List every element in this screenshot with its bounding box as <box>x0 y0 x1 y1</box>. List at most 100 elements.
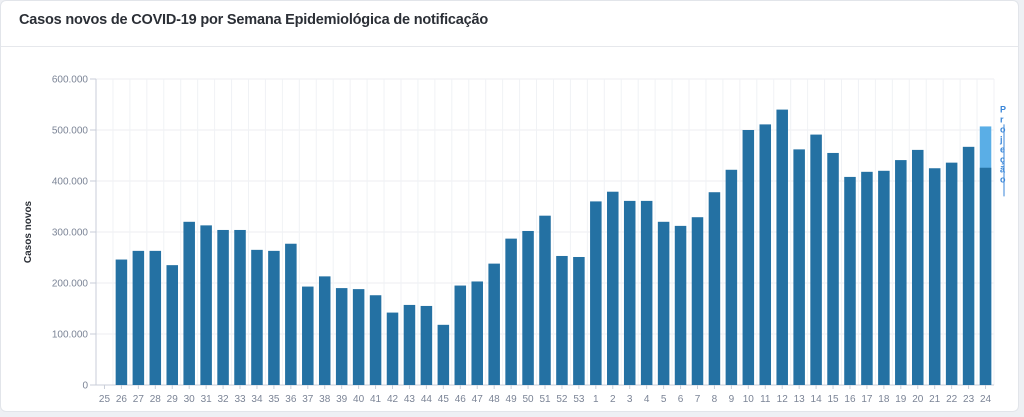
x-tick-label: 46 <box>455 394 467 405</box>
x-tick-label: 17 <box>861 394 873 405</box>
bar <box>437 324 450 385</box>
bar <box>403 304 416 385</box>
bar <box>810 134 822 385</box>
bar <box>234 229 246 385</box>
y-tick-label: 500.000 <box>52 126 89 137</box>
x-tick-label: 15 <box>827 394 839 405</box>
x-tick-label: 14 <box>811 394 823 405</box>
x-tick-label: 12 <box>777 394 789 405</box>
bar <box>928 168 941 385</box>
x-tick-label: 11 <box>760 394 771 405</box>
bar <box>166 265 179 385</box>
x-tick-label: 40 <box>353 394 365 405</box>
bar <box>640 200 653 385</box>
y-tick-label: 100.000 <box>52 330 89 341</box>
bar <box>725 169 738 385</box>
x-tick-label: 18 <box>878 394 890 405</box>
bar <box>132 250 145 385</box>
projection-label-letter: j <box>999 134 1003 144</box>
x-tick-label: 29 <box>167 394 179 405</box>
bar <box>590 201 602 385</box>
x-tick-label: 49 <box>506 394 518 405</box>
x-tick-label: 20 <box>912 394 924 405</box>
x-tick-label: 48 <box>489 394 501 405</box>
x-tick-label: 25 <box>99 394 111 405</box>
projection-label-letter: r <box>1000 114 1004 124</box>
bar <box>962 146 975 385</box>
bar <box>149 250 162 385</box>
bar <box>623 200 636 385</box>
x-tick-label: 3 <box>627 394 633 405</box>
bar <box>302 286 314 385</box>
x-tick-label: 27 <box>133 394 145 405</box>
x-tick-label: 30 <box>184 394 196 405</box>
projection-label-letter: o <box>1000 174 1006 184</box>
x-tick-label: 5 <box>661 394 667 405</box>
bar <box>556 255 568 385</box>
x-tick-label: 1 <box>593 394 599 405</box>
x-tick-label: 6 <box>678 394 684 405</box>
bar <box>776 109 788 385</box>
projection-label-letter: P <box>1000 104 1006 114</box>
bar <box>657 221 670 385</box>
x-tick-label: 26 <box>116 394 128 405</box>
x-tick-label: 23 <box>963 394 975 405</box>
x-tick-label: 51 <box>539 394 551 405</box>
chart-title: Casos novos de COVID-19 por Semana Epide… <box>19 12 489 28</box>
x-tick-label: 2 <box>610 394 616 405</box>
x-tick-label: 31 <box>201 394 213 405</box>
x-tick-label: 4 <box>644 394 650 405</box>
bar <box>878 170 890 385</box>
x-tick-label: 50 <box>522 394 534 405</box>
bar <box>471 281 483 385</box>
x-tick-label: 10 <box>743 394 755 405</box>
x-tick-label: 39 <box>336 394 348 405</box>
projection-label-letter: ã <box>1000 164 1006 174</box>
bar <box>183 221 195 385</box>
bar <box>573 256 585 385</box>
y-axis-title: Casos novos <box>23 200 34 263</box>
bar <box>115 259 128 385</box>
x-tick-label: 38 <box>319 394 331 405</box>
x-tick-label: 24 <box>980 394 992 405</box>
bar <box>945 162 958 385</box>
projection-label-letter: o <box>1000 124 1006 134</box>
bar <box>708 192 721 385</box>
bar <box>268 250 280 385</box>
bar-chart: 0 100.000 200.000 300.000 400.000 500.000 600.… <box>23 75 1006 406</box>
x-tick-label: 41 <box>370 394 382 405</box>
projection-label-letter: e <box>1000 144 1005 154</box>
bar <box>759 124 772 385</box>
y-tick-label: 400.000 <box>52 177 89 188</box>
x-tick-label: 8 <box>712 394 718 405</box>
bar <box>335 288 348 385</box>
bar <box>742 130 755 385</box>
x-tick-label: 47 <box>472 394 484 405</box>
x-tick-label: 36 <box>285 394 297 405</box>
x-tick-label: 37 <box>302 394 314 405</box>
bar <box>488 263 500 385</box>
x-tick-label: 44 <box>421 394 433 405</box>
bar <box>827 152 839 385</box>
x-tick-label: 21 <box>929 394 941 405</box>
bar <box>522 230 534 385</box>
x-tick-label: 13 <box>794 394 806 405</box>
x-tick-label: 53 <box>573 394 585 405</box>
x-tick-label: 35 <box>268 394 280 405</box>
bar <box>251 249 263 385</box>
x-tick-label: 52 <box>556 394 568 405</box>
y-tick-label: 600.000 <box>52 75 89 86</box>
bar <box>454 285 467 385</box>
x-tick-label: 45 <box>438 394 450 405</box>
projection-label-letter: ç <box>1000 154 1005 164</box>
bar <box>352 289 365 385</box>
x-tick-label: 42 <box>387 394 399 405</box>
bar <box>200 225 212 385</box>
bar <box>844 176 856 385</box>
y-tick-label: 200.000 <box>52 279 89 290</box>
x-tick-label: 7 <box>695 394 701 405</box>
bar <box>217 229 229 385</box>
bar <box>318 276 331 385</box>
